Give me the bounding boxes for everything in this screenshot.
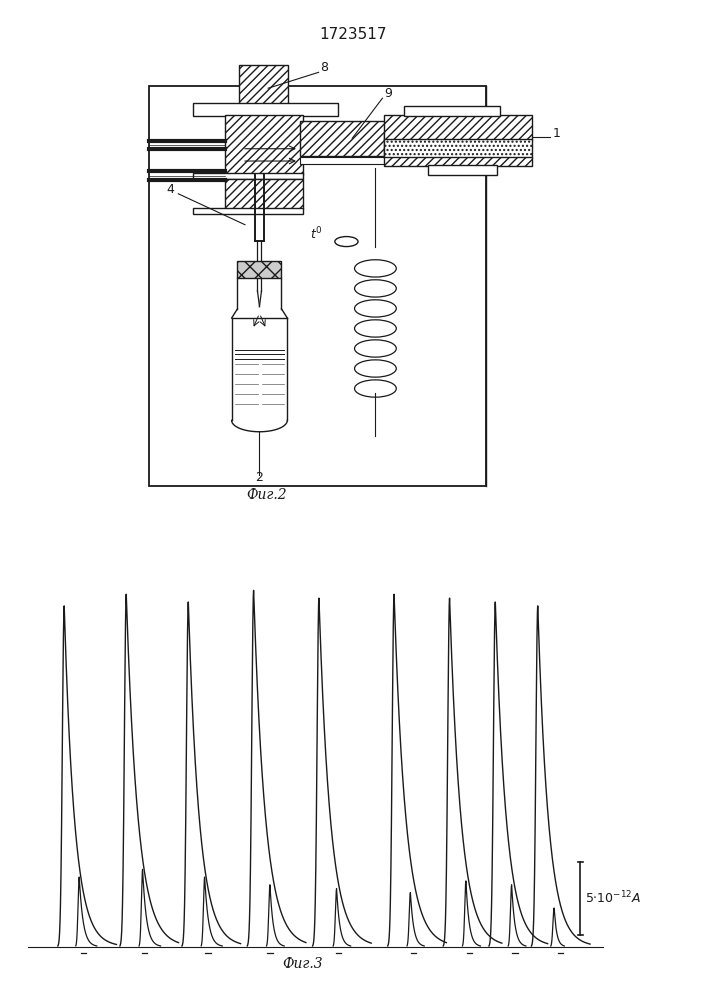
Text: $5{\cdot}10^{-12}A$: $5{\cdot}10^{-12}A$ — [585, 890, 641, 907]
Circle shape — [235, 149, 251, 161]
Ellipse shape — [335, 237, 358, 247]
Bar — [404, 106, 500, 116]
Bar — [149, 86, 486, 486]
Bar — [384, 115, 532, 140]
Text: $t^0$: $t^0$ — [310, 226, 323, 243]
Text: 8: 8 — [320, 61, 328, 74]
Text: 9: 9 — [384, 87, 392, 100]
Bar — [428, 165, 497, 175]
Bar — [193, 208, 303, 214]
Bar — [193, 173, 303, 179]
Text: Фиг.3: Фиг.3 — [282, 957, 323, 971]
Text: 2: 2 — [255, 471, 263, 484]
Circle shape — [235, 137, 251, 149]
Bar — [300, 157, 425, 164]
Bar — [384, 134, 425, 159]
Text: 1723517: 1723517 — [320, 27, 387, 42]
Text: 1: 1 — [552, 127, 560, 140]
Bar — [225, 115, 303, 175]
Bar — [239, 65, 288, 104]
Bar — [193, 103, 338, 116]
Bar — [384, 157, 532, 166]
Circle shape — [284, 137, 299, 149]
Bar — [225, 179, 303, 209]
Text: Фиг.2: Фиг.2 — [246, 488, 287, 502]
Bar — [384, 139, 532, 158]
Bar — [238, 261, 281, 278]
Text: 4: 4 — [167, 183, 175, 196]
Bar — [300, 121, 387, 156]
Circle shape — [284, 149, 299, 161]
